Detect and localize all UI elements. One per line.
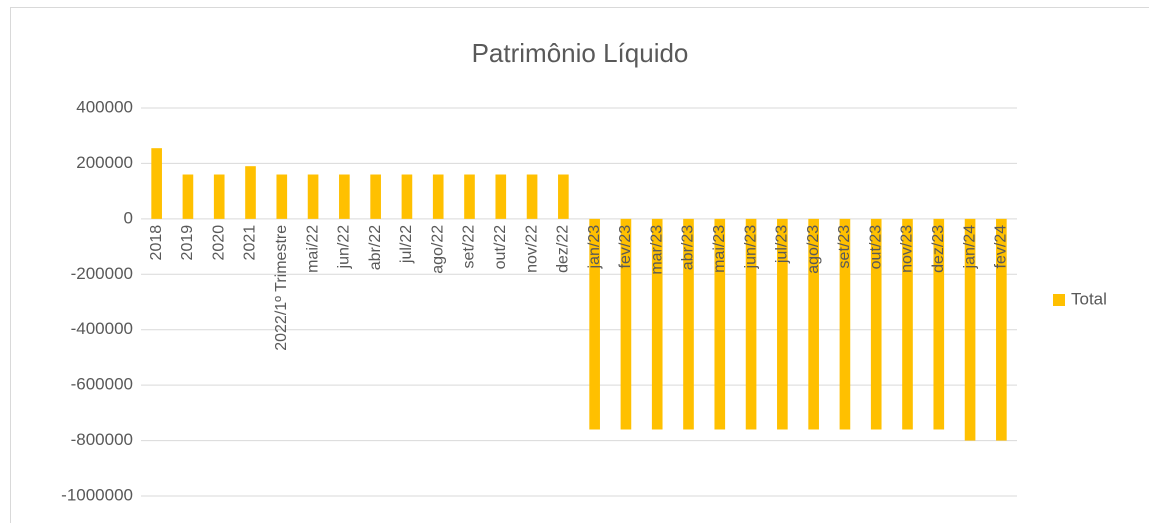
x-tick-label: 2019 — [179, 225, 196, 261]
x-tick-label: out/22 — [492, 225, 509, 270]
bar — [839, 218, 851, 430]
bar — [620, 218, 632, 430]
bar — [276, 174, 288, 219]
y-tick-label: -400000 — [71, 319, 133, 338]
y-tick-label: 0 — [124, 208, 133, 227]
x-tick-label: jan/23 — [586, 225, 603, 270]
x-tick-label: mar/23 — [648, 225, 665, 275]
bar — [683, 218, 694, 430]
x-tick-label: set/23 — [836, 225, 853, 269]
x-tick-label: dez/23 — [930, 225, 947, 273]
bar — [151, 148, 162, 219]
bar — [902, 218, 913, 430]
y-tick-label: -600000 — [71, 375, 133, 394]
bar — [464, 174, 475, 219]
bar — [401, 174, 413, 219]
bar — [370, 174, 381, 219]
y-tick-label: 400000 — [76, 97, 133, 116]
y-tick-label: -1000000 — [61, 485, 133, 504]
x-tick-label: mai/22 — [304, 225, 321, 273]
x-tick-label: nov/23 — [899, 225, 916, 273]
x-tick-label: 2020 — [210, 225, 227, 261]
x-tick-label: nov/22 — [523, 225, 540, 273]
bar — [933, 218, 945, 430]
bar — [182, 174, 194, 219]
legend-label: Total — [1071, 289, 1107, 308]
y-tick-label: -200000 — [71, 264, 133, 283]
bar — [558, 174, 569, 219]
x-tick-label: dez/22 — [555, 225, 572, 273]
x-tick-label: jul/23 — [774, 225, 791, 264]
x-tick-label: abr/22 — [367, 225, 384, 270]
x-tick-label: 2021 — [242, 225, 259, 261]
x-tick-label: abr/23 — [680, 225, 697, 270]
x-tick-label: jun/22 — [336, 225, 353, 270]
x-tick-label: mai/23 — [711, 225, 728, 273]
bar — [964, 218, 976, 441]
x-tick-label: ago/22 — [429, 225, 446, 274]
bar — [870, 218, 882, 430]
x-tick-label: jan/24 — [961, 225, 978, 270]
x-tick-label: jul/22 — [398, 225, 415, 264]
chart-frame — [10, 7, 1149, 523]
bar — [808, 218, 819, 430]
bar — [526, 174, 538, 219]
bar — [213, 174, 225, 219]
bar — [714, 218, 726, 430]
x-tick-label: fev/23 — [617, 225, 634, 269]
bar — [245, 166, 256, 219]
bar — [495, 174, 507, 219]
chart-title: Patrimônio Líquido — [472, 38, 689, 68]
bar — [651, 218, 663, 430]
x-tick-label: fev/24 — [993, 225, 1010, 269]
x-tick-label: jun/23 — [742, 225, 759, 270]
x-tick-label: 2022/1º Trimestre — [273, 225, 290, 351]
x-tick-label: out/23 — [867, 225, 884, 270]
bar — [432, 174, 444, 219]
y-tick-label: 200000 — [76, 153, 133, 172]
x-tick-label: set/22 — [461, 225, 478, 269]
x-tick-label: 2018 — [148, 225, 165, 261]
bar — [339, 174, 350, 219]
bar — [307, 174, 319, 219]
bar — [589, 218, 600, 430]
bar — [996, 218, 1007, 441]
x-tick-label: ago/23 — [805, 225, 822, 274]
y-tick-label: -800000 — [71, 430, 133, 449]
bar — [777, 218, 788, 430]
bar — [745, 218, 757, 430]
legend-swatch — [1053, 294, 1065, 306]
